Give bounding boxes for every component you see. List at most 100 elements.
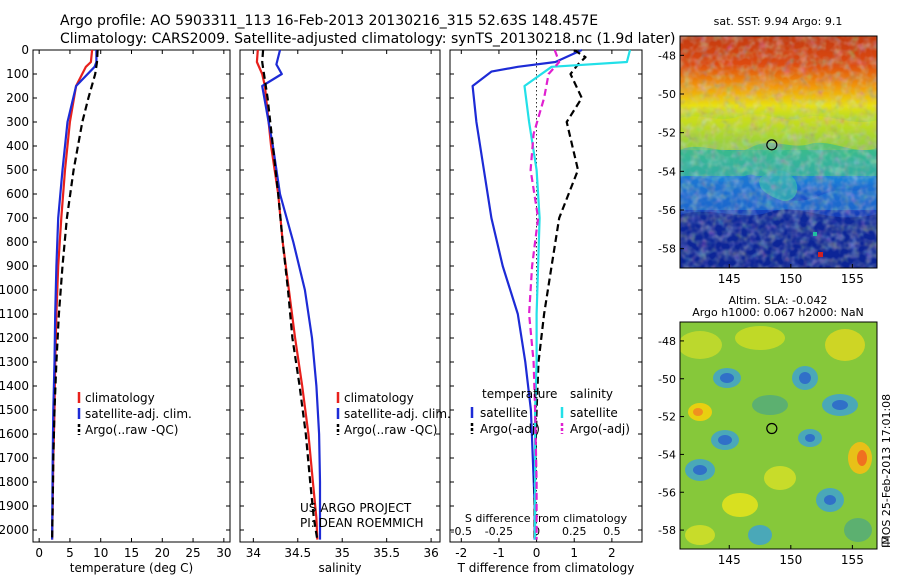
legend-label: satellite-adj. clim. [85, 407, 192, 421]
y-tick-label: 2000 [0, 523, 29, 537]
y-tick-label: 1600 [0, 427, 29, 441]
x-tick-label: 1 [570, 546, 578, 560]
x-axis-label: T difference from climatology [457, 561, 635, 575]
map-x-tick-label: 150 [779, 553, 802, 567]
y-tick-label: 500 [6, 163, 29, 177]
salinity-profile-panel: 34 34.5 35 35.5 36 salinity climatology satelli… [239, 49, 451, 575]
series-line-argo-raw-qc [261, 49, 319, 540]
y-tick-label: 1900 [0, 499, 29, 513]
series-line-satellite-adj-clim [51, 50, 98, 540]
top-tick-label: 0.5 [603, 525, 621, 538]
legend-header: temperature [482, 387, 557, 401]
x-tick-label: -2 [455, 546, 467, 560]
y-tick-label: 1500 [0, 403, 29, 417]
x-tick-label: 36 [423, 546, 438, 560]
sla-map-subtitle: Argo h1000: 0.067 h2000: NaN [692, 306, 864, 319]
x-tick-label: 10 [93, 546, 108, 560]
y-tick-label: 1700 [0, 451, 29, 465]
series-line-temperature-satellite [471, 48, 583, 540]
legend-label: Argo(-adj) [570, 422, 630, 436]
x-tick-label: 35 [335, 546, 350, 560]
y-tick-label: 900 [6, 259, 29, 273]
top-tick-label: -0.25 [485, 525, 513, 538]
top-tick-label: 0.25 [562, 525, 587, 538]
map-y-tick-label: -56 [658, 204, 676, 217]
x-tick-label: 2 [608, 546, 616, 560]
y-tick-label: 300 [6, 115, 29, 129]
x-axis-label: salinity [318, 561, 361, 575]
y-tick-label: 600 [6, 187, 29, 201]
map-y-tick-label: -48 [658, 335, 676, 348]
x-tick-label: 5 [66, 546, 74, 560]
series-line-temperature-argo-adj [533, 49, 587, 540]
y-tick-label: 400 [6, 139, 29, 153]
plot-frame [32, 49, 231, 543]
annotation-text: US ARGO PROJECT [300, 501, 412, 515]
legend-label: Argo(..raw -QC) [85, 423, 178, 437]
legend-header: salinity [570, 387, 613, 401]
plot-frame [449, 49, 643, 543]
y-tick-label: 1200 [0, 331, 29, 345]
y-tick-label: 700 [6, 211, 29, 225]
top-axis-label: S difference from climatology [465, 512, 628, 525]
x-tick-label: 20 [155, 546, 170, 560]
map-y-tick-label: -54 [658, 448, 676, 461]
x-tick-label: 25 [185, 546, 200, 560]
y-tick-label: 1100 [0, 307, 29, 321]
x-tick-label: 34.5 [284, 546, 311, 560]
header-line-2: Climatology: CARS2009. Satellite-adjuste… [60, 31, 675, 47]
map-y-tick-label: -52 [658, 127, 676, 140]
map-x-tick-label: 155 [841, 553, 864, 567]
legend-label: satellite [570, 406, 618, 420]
sla-map-image [680, 322, 877, 549]
y-tick-label: 0 [21, 43, 29, 57]
legend-label: Argo(-adj) [480, 422, 540, 436]
y-tick-label: 1300 [0, 355, 29, 369]
series-line-salinity-satellite [523, 49, 632, 540]
x-tick-label: -1 [493, 546, 505, 560]
imos-logo-icon [881, 537, 889, 547]
map-frame [679, 35, 878, 269]
x-tick-label: 35.5 [373, 546, 400, 560]
y-tick-label: 800 [6, 235, 29, 249]
y-tick-label: 100 [6, 67, 29, 81]
plot-frame [239, 49, 441, 543]
profile-location-marker [766, 139, 778, 151]
map-x-tick-label: 145 [718, 272, 741, 286]
temperature-profile-panel: 0 5 10 15 20 25 300100200300400500600700800900… [0, 43, 231, 575]
map-y-tick-label: -50 [658, 88, 676, 101]
y-tick-label: 200 [6, 91, 29, 105]
legend-label: satellite-adj. clim. [344, 407, 451, 421]
legend-label: satellite [480, 406, 528, 420]
legend-label: Argo(..raw -QC) [344, 423, 437, 437]
series-line-satellite-adj-clim [261, 49, 322, 540]
x-tick-label: 0 [35, 546, 43, 560]
series-line-climatology [51, 49, 94, 540]
x-tick-label: 34 [246, 546, 261, 560]
difference-profile-panel: -2 -1 0 1 2-0.5 -0.25 0 0.25 0.5S difference fro… [449, 48, 643, 575]
header-line-1: Argo profile: AO 5903311_113 16-Feb-2013… [60, 13, 598, 29]
y-tick-label: 1800 [0, 475, 29, 489]
sst-map-title: sat. SST: 9.94 Argo: 9.1 [714, 15, 843, 28]
series-line-salinity-argo-adj [527, 49, 561, 540]
map-x-tick-label: 145 [718, 553, 741, 567]
sst-map-axes: 145 150 155 -48 -50 -52 -54 -56 -58 [658, 35, 878, 286]
sla-map-title: Altim. SLA: -0.042 [728, 294, 827, 307]
map-y-tick-label: -50 [658, 373, 676, 386]
x-tick-label: 15 [124, 546, 139, 560]
y-tick-label: 1000 [0, 283, 29, 297]
legend-label: climatology [344, 391, 414, 405]
map-x-tick-label: 155 [841, 272, 864, 286]
x-axis-label: temperature (deg C) [70, 561, 193, 575]
series-line-climatology [255, 49, 319, 540]
profile-location-marker [766, 422, 778, 435]
sla-map-axes: 145 150 155 -48 -50 -52 -54 -56 -58 [658, 321, 878, 567]
map-y-tick-label: -54 [658, 165, 676, 178]
sst-map-image [680, 36, 877, 268]
y-tick-label: 1400 [0, 379, 29, 393]
map-y-tick-label: -58 [658, 524, 676, 537]
top-tick-label: -0.5 [451, 525, 472, 538]
x-tick-label: 30 [216, 546, 231, 560]
series-line-argo-raw-qc [51, 49, 99, 540]
